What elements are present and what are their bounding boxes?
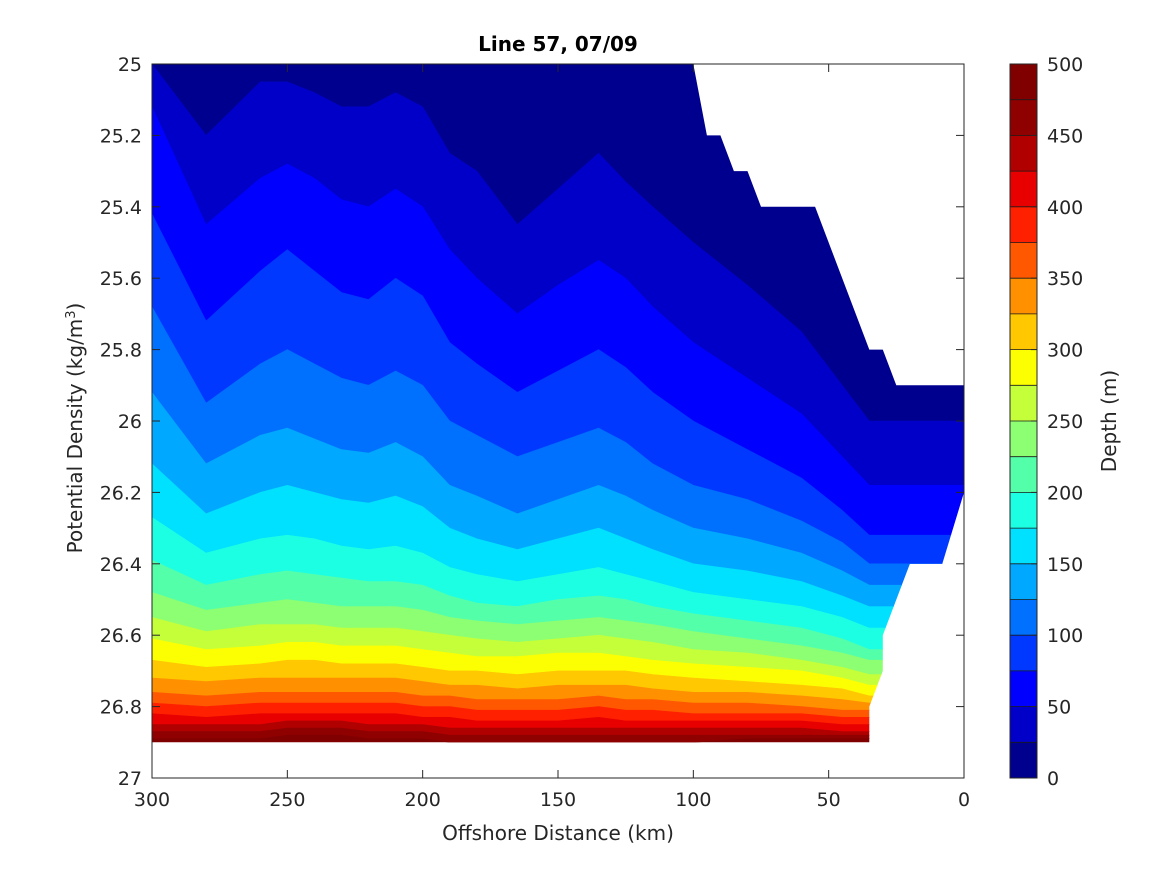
x-tick-label: 150 — [540, 789, 576, 811]
colorbar-tick-label: 500 — [1047, 54, 1083, 76]
y-axis-label-main: Potential Density (kg/m — [63, 319, 87, 554]
colorbar-tick-label: 0 — [1047, 768, 1059, 790]
colorbar-swatch — [1009, 385, 1038, 422]
contour-band-475-500 — [152, 734, 964, 743]
chart-title: Line 57, 07/09 — [478, 32, 638, 56]
x-tick-label: 200 — [405, 789, 441, 811]
colorbar-tick-label: 350 — [1047, 268, 1083, 290]
y-tick-label: 25.8 — [100, 340, 142, 362]
colorbar-swatch — [1009, 634, 1038, 672]
colorbar-swatch — [1009, 313, 1038, 350]
colorbar-swatch — [1009, 277, 1038, 315]
x-tick-label: 50 — [817, 789, 841, 811]
y-tick-label: 25.2 — [100, 125, 142, 147]
x-tick-label: 300 — [134, 789, 170, 811]
y-tick-label: 26.4 — [100, 554, 142, 576]
y-tick-label: 26.8 — [100, 697, 142, 719]
colorbar-swatch — [1009, 599, 1038, 636]
colorbar-tick-label: 200 — [1047, 482, 1083, 504]
colorbar-tick-label: 400 — [1047, 197, 1083, 219]
y-tick-label: 26.6 — [100, 625, 142, 647]
colorbar-tick-label: 50 — [1047, 697, 1071, 719]
colorbar: 0 50 100 150 200 250 300 350 400 450 500 Depth (m) — [1009, 54, 1121, 790]
plot-area: 300 250 200 150 100 50 0 2525.225.425.625.8262… — [100, 54, 970, 811]
x-axis-label: Offshore Distance (km) — [442, 821, 674, 845]
x-tick-label: 250 — [269, 789, 305, 811]
colorbar-tick-label: 300 — [1047, 340, 1083, 362]
colorbar-swatch — [1009, 706, 1038, 743]
contour-fills — [152, 64, 964, 743]
colorbar-swatch — [1009, 670, 1038, 707]
colorbar-swatch — [1009, 349, 1038, 386]
y-axis-label: Potential Density (kg/m3) — [63, 303, 87, 554]
colorbar-label: Depth (m) — [1097, 370, 1121, 472]
y-tick-label: 25 — [118, 54, 142, 76]
y-tick-label: 25.4 — [100, 197, 142, 219]
colorbar-tick-label: 150 — [1047, 554, 1083, 576]
colorbar-swatch — [1009, 135, 1038, 172]
colorbar-tick-label: 250 — [1047, 411, 1083, 433]
colorbar-swatch — [1009, 742, 1038, 779]
y-tick-label: 26.2 — [100, 482, 142, 504]
y-tick-label: 26 — [118, 411, 142, 433]
colorbar-swatch — [1009, 170, 1038, 208]
colorbar-swatch — [1009, 99, 1038, 136]
colorbar-swatch — [1009, 456, 1038, 493]
y-tick-label: 25.6 — [100, 268, 142, 290]
colorbar-swatch — [1009, 492, 1038, 529]
colorbar-blocks — [1009, 63, 1038, 779]
colorbar-swatch — [1009, 63, 1038, 100]
colorbar-tick-label: 100 — [1047, 625, 1083, 647]
colorbar-swatch — [1009, 206, 1038, 243]
x-tick-label: 100 — [675, 789, 711, 811]
x-axis: 300 250 200 150 100 50 0 — [134, 64, 970, 811]
y-axis-label-suffix: ) — [63, 303, 87, 311]
colorbar-ticks: 0 50 100 150 200 250 300 350 400 450 500 — [1031, 54, 1083, 790]
colorbar-tick-label: 450 — [1047, 125, 1083, 147]
x-tick-label: 0 — [958, 789, 970, 811]
colorbar-swatch — [1009, 563, 1038, 600]
colorbar-swatch — [1009, 242, 1038, 279]
colorbar-swatch — [1009, 527, 1038, 565]
y-axis-label-superscript: 3 — [64, 310, 79, 318]
y-axis: 25 25.2 25.4 25.6 25.8 26 26.2 26.4 26.6 26.8 27 — [100, 54, 964, 790]
y-tick-label: 27 — [118, 768, 142, 790]
colorbar-swatch — [1009, 420, 1038, 457]
